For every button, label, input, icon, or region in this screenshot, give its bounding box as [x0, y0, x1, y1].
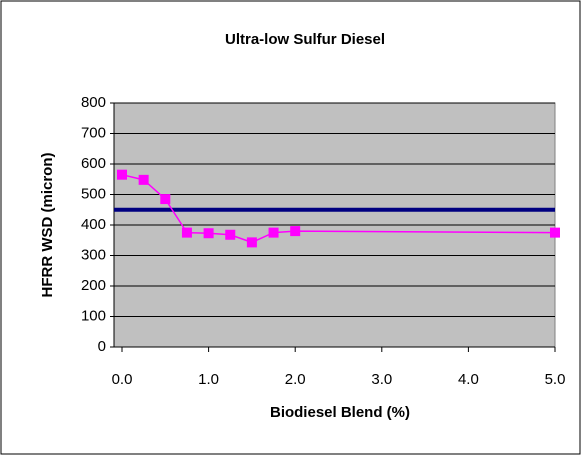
x-tick-label: 4.0 — [458, 371, 479, 388]
x-axis-label: Biodiesel Blend (%) — [270, 404, 410, 421]
x-tick-label: 1.0 — [198, 371, 219, 388]
y-tick-label: 200 — [81, 277, 106, 294]
y-tick-label: 0 — [98, 338, 106, 355]
data-point — [138, 174, 149, 185]
x-tick-label: 0.0 — [112, 371, 133, 388]
data-point — [246, 237, 257, 248]
data-point — [160, 194, 171, 205]
chart-title: Ultra-low Sulfur Diesel — [225, 31, 385, 48]
y-tick-label: 800 — [81, 94, 106, 111]
data-point — [550, 227, 560, 238]
y-tick-label: 100 — [81, 307, 106, 324]
data-point — [181, 227, 192, 238]
data-point — [203, 228, 214, 239]
data-point — [225, 229, 236, 240]
y-tick-label: 400 — [81, 216, 106, 233]
x-tick-label: 2.0 — [285, 371, 306, 388]
y-axis-label: HFRR WSD (micron) — [39, 153, 56, 298]
x-tick-label: 3.0 — [371, 371, 392, 388]
x-tick-label: 5.0 — [545, 371, 566, 388]
series-line — [121, 173, 556, 244]
y-tick-label: 500 — [81, 185, 106, 202]
data-point — [268, 227, 279, 238]
y-tick-label: 300 — [81, 246, 106, 263]
y-tick-label: 700 — [81, 124, 106, 141]
data-point — [290, 226, 301, 237]
y-tick-label: 600 — [81, 155, 106, 172]
data-point — [117, 169, 127, 180]
